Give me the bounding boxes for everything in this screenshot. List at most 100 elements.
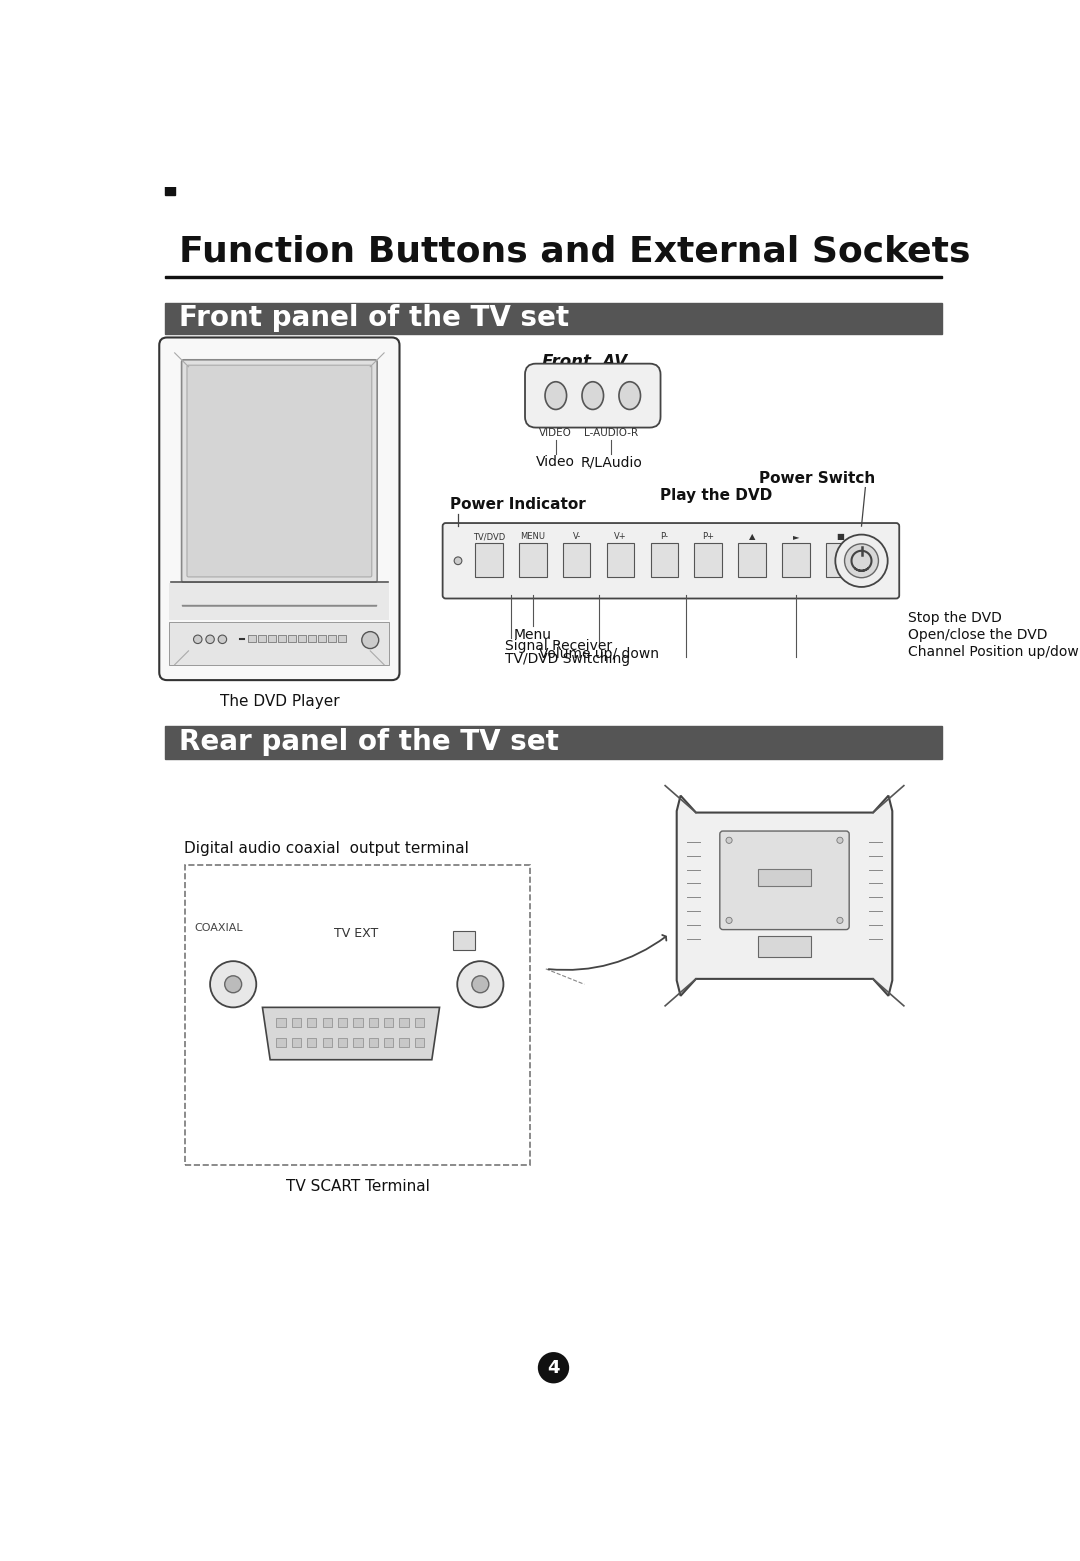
Bar: [353, 1038, 363, 1047]
Text: Channel Position up/down: Channel Position up/down: [907, 645, 1080, 659]
Text: L-AUDIO-R: L-AUDIO-R: [584, 428, 638, 437]
Bar: [268, 635, 275, 643]
Text: MENU: MENU: [521, 532, 545, 542]
FancyBboxPatch shape: [719, 830, 849, 930]
Text: Front panel of the TV set: Front panel of the TV set: [178, 304, 569, 332]
Text: 4: 4: [548, 1358, 559, 1377]
Bar: [353, 1018, 363, 1027]
Circle shape: [835, 534, 888, 587]
Bar: [307, 1038, 316, 1047]
Text: P-: P-: [660, 532, 669, 542]
Bar: [338, 1038, 347, 1047]
Bar: [164, 122, 175, 195]
Text: Power Indicator: Power Indicator: [450, 498, 586, 512]
Text: TV EXT: TV EXT: [334, 927, 378, 940]
Bar: [826, 543, 854, 578]
Circle shape: [218, 635, 227, 643]
Text: Menu: Menu: [514, 628, 552, 642]
Bar: [338, 1018, 347, 1027]
Text: V-: V-: [572, 532, 581, 542]
Text: ►: ►: [793, 532, 799, 542]
Bar: [384, 1018, 393, 1027]
Bar: [607, 543, 634, 578]
FancyBboxPatch shape: [187, 365, 372, 578]
Text: R/LAudio: R/LAudio: [580, 456, 643, 470]
Circle shape: [726, 918, 732, 924]
Bar: [518, 543, 546, 578]
Text: Volume up/ down: Volume up/ down: [539, 646, 659, 660]
FancyBboxPatch shape: [443, 523, 900, 598]
Ellipse shape: [582, 382, 604, 409]
Text: COAXIAL: COAXIAL: [194, 923, 243, 932]
Circle shape: [837, 837, 843, 843]
Bar: [368, 1018, 378, 1027]
Bar: [276, 1018, 285, 1027]
Text: TV SCART Terminal: TV SCART Terminal: [286, 1179, 430, 1194]
Bar: [258, 635, 266, 643]
Circle shape: [472, 976, 489, 993]
Bar: [328, 635, 336, 643]
Bar: [454, 932, 475, 949]
Circle shape: [362, 632, 379, 648]
Circle shape: [837, 918, 843, 924]
Bar: [323, 1018, 332, 1027]
FancyBboxPatch shape: [525, 364, 661, 428]
Text: ■: ■: [836, 532, 843, 542]
Text: V+: V+: [615, 532, 626, 542]
Bar: [415, 1038, 424, 1047]
Bar: [782, 543, 810, 578]
Bar: [164, 726, 943, 759]
Bar: [307, 1018, 316, 1027]
Bar: [323, 1038, 332, 1047]
Bar: [475, 543, 502, 578]
Bar: [694, 543, 723, 578]
Text: Front  AV: Front AV: [542, 353, 627, 372]
Circle shape: [539, 1353, 568, 1383]
Polygon shape: [262, 1007, 440, 1060]
Circle shape: [726, 837, 732, 843]
Bar: [338, 635, 346, 643]
Text: Play the DVD: Play the DVD: [660, 489, 772, 503]
Text: Power Switch: Power Switch: [759, 471, 876, 485]
Bar: [308, 635, 315, 643]
Ellipse shape: [619, 382, 640, 409]
Text: P+: P+: [702, 532, 714, 542]
Text: Function Buttons and External Sockets: Function Buttons and External Sockets: [178, 234, 970, 268]
Bar: [318, 635, 325, 643]
Bar: [247, 635, 256, 643]
Text: ▲: ▲: [748, 532, 755, 542]
Bar: [186, 865, 530, 1165]
Bar: [164, 303, 943, 334]
Bar: [288, 635, 296, 643]
Bar: [563, 543, 591, 578]
FancyBboxPatch shape: [159, 337, 400, 681]
Bar: [292, 1038, 301, 1047]
Ellipse shape: [545, 382, 567, 409]
Circle shape: [193, 635, 202, 643]
Text: Signal Receiver: Signal Receiver: [504, 638, 611, 652]
FancyBboxPatch shape: [181, 359, 377, 582]
Circle shape: [211, 962, 256, 1007]
Circle shape: [206, 635, 214, 643]
Text: TV/DVD Switching: TV/DVD Switching: [504, 652, 630, 667]
Text: Video: Video: [537, 456, 576, 470]
Bar: [298, 635, 306, 643]
Bar: [739, 543, 766, 578]
Text: Digital audio coaxial  output terminal: Digital audio coaxial output terminal: [184, 841, 469, 855]
Bar: [650, 543, 678, 578]
Circle shape: [455, 557, 462, 565]
Bar: [415, 1018, 424, 1027]
Bar: [400, 1038, 408, 1047]
Circle shape: [457, 962, 503, 1007]
Bar: [368, 1038, 378, 1047]
Text: Open/close the DVD: Open/close the DVD: [907, 628, 1048, 642]
Bar: [278, 635, 285, 643]
Circle shape: [845, 543, 878, 578]
Text: Rear panel of the TV set: Rear panel of the TV set: [178, 729, 558, 757]
Bar: [384, 1038, 393, 1047]
Text: VIDEO: VIDEO: [539, 428, 572, 437]
Bar: [164, 276, 943, 278]
Text: TV/DVD: TV/DVD: [473, 532, 505, 542]
Bar: [400, 1018, 408, 1027]
Bar: [276, 1038, 285, 1047]
